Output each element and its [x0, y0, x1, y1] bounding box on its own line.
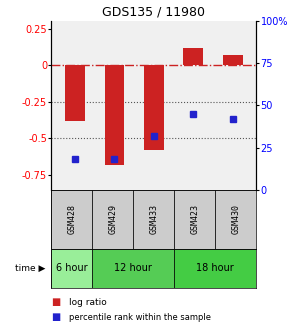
Bar	[133, 190, 174, 249]
Text: 18 hour: 18 hour	[197, 263, 234, 273]
Text: GSM423: GSM423	[190, 204, 199, 234]
Text: log ratio: log ratio	[69, 298, 107, 307]
Text: ■: ■	[51, 298, 61, 307]
Bar	[51, 249, 92, 288]
Bar	[51, 190, 92, 249]
Text: percentile rank within the sample: percentile rank within the sample	[69, 313, 211, 322]
Text: GSM433: GSM433	[149, 204, 158, 234]
Bar	[92, 190, 133, 249]
Bar	[92, 249, 174, 288]
Bar	[174, 190, 215, 249]
Bar	[183, 48, 203, 65]
Bar	[215, 190, 256, 249]
Text: time ▶: time ▶	[15, 264, 45, 273]
Text: ■: ■	[51, 312, 61, 322]
Bar	[105, 65, 124, 165]
Text: 6 hour: 6 hour	[56, 263, 88, 273]
Bar	[144, 65, 164, 150]
Bar	[223, 55, 243, 65]
Bar	[174, 249, 256, 288]
Text: GSM430: GSM430	[231, 204, 240, 234]
Title: GDS135 / 11980: GDS135 / 11980	[102, 6, 205, 19]
Text: 12 hour: 12 hour	[114, 263, 152, 273]
Text: GSM428: GSM428	[67, 204, 76, 234]
Text: GSM429: GSM429	[108, 204, 117, 234]
Bar	[65, 65, 85, 121]
